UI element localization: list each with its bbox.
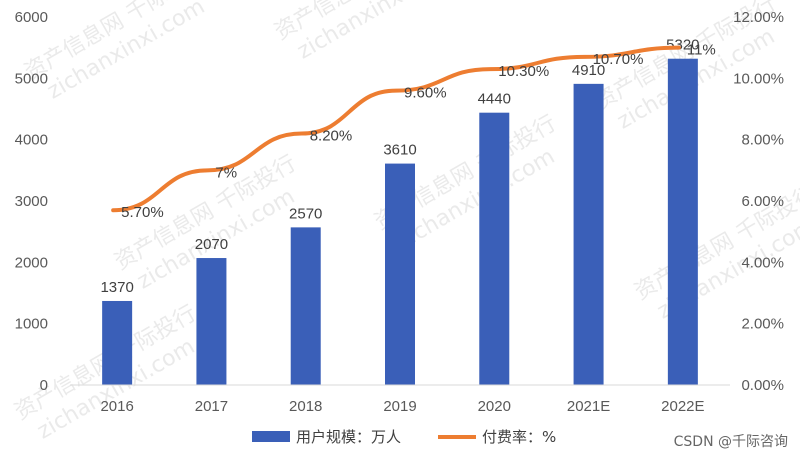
y-left-tick-label: 3000 (15, 193, 48, 210)
legend-line-label: 付费率：% (482, 428, 556, 446)
y-left-tick-label: 0 (40, 377, 48, 394)
bar (573, 83, 604, 385)
line-data-label: 5.70% (121, 204, 164, 221)
bar (667, 58, 698, 385)
bar-data-label: 2570 (289, 205, 322, 222)
line-point (677, 46, 681, 50)
bar (385, 163, 415, 385)
line-data-label: 7% (215, 164, 237, 181)
line-point (300, 132, 304, 136)
right-axis: 0.00% 2.00% 4.00% 6.00% 8.00% 10.00% 12.00% (733, 9, 784, 394)
y-right-tick-label: 6.00% (741, 193, 784, 210)
line-data-label: 11% (687, 42, 716, 59)
left-axis: 0 1000 2000 3000 4000 5000 6000 (15, 9, 48, 394)
y-left-tick-label: 4000 (15, 132, 48, 149)
line-data-label: 10.70% (593, 51, 644, 68)
bar (290, 227, 321, 385)
x-tick-label: 2018 (289, 398, 322, 415)
bar-data-label: 3610 (383, 142, 416, 159)
line-point (488, 67, 492, 71)
x-tick-label: 2017 (195, 398, 228, 415)
y-right-tick-label: 12.00% (733, 9, 784, 26)
y-right-tick-label: 10.00% (733, 70, 784, 87)
legend-bar-swatch (252, 431, 290, 442)
x-tick-label: 2021E (567, 398, 610, 415)
line-series: 5.70% 7% 8.20% 9.60% 10.30% 10.70% 11% (111, 42, 716, 221)
bar-data-label: 4910 (572, 62, 605, 79)
y-left-tick-label: 2000 (15, 254, 48, 271)
line-point (205, 168, 209, 172)
y-left-tick-label: 6000 (15, 9, 48, 26)
line-data-label: 9.60% (404, 85, 447, 102)
x-tick-label: 2016 (100, 398, 133, 415)
line-point (583, 55, 587, 59)
bar-data-label: 1370 (100, 279, 133, 296)
line-point (394, 89, 398, 93)
bar-data-label: 2070 (195, 236, 228, 253)
x-tick-label: 2022E (661, 398, 704, 415)
x-axis: 2016 2017 2018 2019 2020 2021E 2022E (70, 384, 730, 415)
line-data-label: 8.20% (310, 128, 353, 145)
bar (102, 300, 133, 385)
y-right-tick-label: 2.00% (741, 316, 784, 333)
y-left-tick-label: 5000 (15, 70, 48, 87)
line-point (111, 208, 115, 212)
x-tick-label: 2020 (478, 398, 511, 415)
legend-bar-label: 用户规模：万人 (296, 428, 401, 446)
y-right-tick-label: 8.00% (741, 132, 784, 149)
bar (479, 112, 510, 386)
y-right-tick-label: 0.00% (741, 377, 784, 394)
bar-data-label: 4440 (478, 91, 511, 108)
x-tick-label: 2019 (383, 398, 416, 415)
bar (196, 258, 227, 385)
y-left-tick-label: 1000 (15, 316, 48, 333)
line-data-label: 10.30% (498, 63, 549, 80)
credit-text: CSDN @千际咨询 (673, 434, 788, 450)
y-right-tick-label: 4.00% (741, 254, 784, 271)
legend: 用户规模：万人 付费率：% (252, 428, 556, 446)
